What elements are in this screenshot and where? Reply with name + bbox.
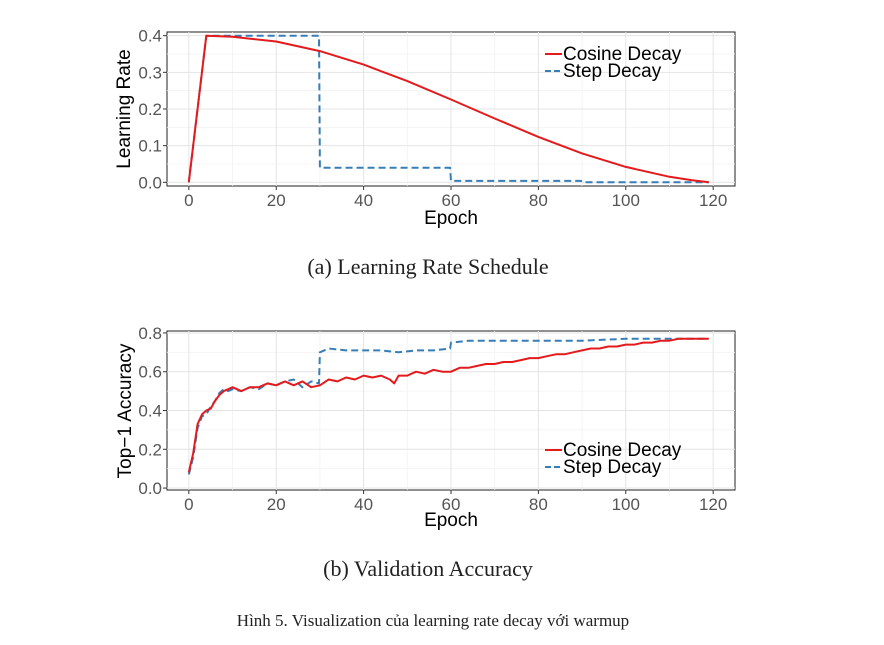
x-tick-label: 80 <box>529 495 548 514</box>
y-tick-label: 0.2 <box>138 100 162 119</box>
y-axis-title: Top−1 Accuracy <box>115 343 136 478</box>
legend-label: Step Decay <box>563 61 662 82</box>
legend-label: Cosine Decay <box>563 44 682 65</box>
x-tick-label: 0 <box>184 191 193 210</box>
x-tick-label: 20 <box>267 495 286 514</box>
x-tick-label: 40 <box>354 495 373 514</box>
x-tick-label: 120 <box>699 495 727 514</box>
x-axis-title: Epoch <box>424 510 478 531</box>
y-tick-label: 0.1 <box>138 137 162 156</box>
panel-caption: (a) Learning Rate Schedule <box>307 254 548 279</box>
x-tick-label: 20 <box>267 191 286 210</box>
x-tick-label: 100 <box>612 495 640 514</box>
x-tick-label: 80 <box>529 191 548 210</box>
y-tick-label: 0.3 <box>138 63 162 82</box>
y-tick-labels: 0.0 0.2 0.4 0.6 0.8 <box>138 324 167 498</box>
series-group <box>187 34 709 184</box>
series-line-cosine-decay <box>187 34 709 184</box>
series-line-cosine-decay <box>187 337 709 473</box>
y-tick-label: 0.4 <box>138 27 162 46</box>
y-tick-label: 0.2 <box>138 440 162 459</box>
x-tick-labels: 0 20 40 60 80 100 120 <box>184 186 727 210</box>
y-tick-label: 0.8 <box>138 324 162 343</box>
x-tick-label: 60 <box>442 191 461 210</box>
series-group <box>187 337 709 475</box>
x-tick-label: 120 <box>699 191 727 210</box>
x-tick-label: 60 <box>442 495 461 514</box>
y-tick-label: 0.0 <box>138 479 162 498</box>
legend-label: Cosine Decay <box>563 440 682 461</box>
x-axis-title: Epoch <box>424 208 478 229</box>
grid <box>167 32 735 186</box>
y-axis-title: Learning Rate <box>114 49 135 168</box>
panel-validation-accuracy: 0.0 0.2 0.4 0.6 0.8 0 20 40 60 80 100 120 Epoch To… <box>115 324 736 581</box>
legend-label: Step Decay <box>563 457 662 478</box>
y-tick-label: 0.6 <box>138 363 162 382</box>
series-line-step-decay <box>187 34 709 184</box>
panel-learning-rate-schedule: 0.0 0.1 0.2 0.3 0.4 0 20 40 60 80 100 120 Epoch Le… <box>114 27 736 279</box>
x-tick-label: 100 <box>612 191 640 210</box>
figure-caption: Hình 5. Visualization của learning rate … <box>237 611 629 630</box>
panel-caption: (b) Validation Accuracy <box>323 556 533 581</box>
x-tick-label: 40 <box>354 191 373 210</box>
y-tick-labels: 0.0 0.1 0.2 0.3 0.4 <box>138 27 167 192</box>
y-tick-label: 0.0 <box>138 173 162 192</box>
x-tick-labels: 0 20 40 60 80 100 120 <box>184 490 727 514</box>
y-tick-label: 0.4 <box>138 402 162 421</box>
x-tick-label: 0 <box>184 495 193 514</box>
